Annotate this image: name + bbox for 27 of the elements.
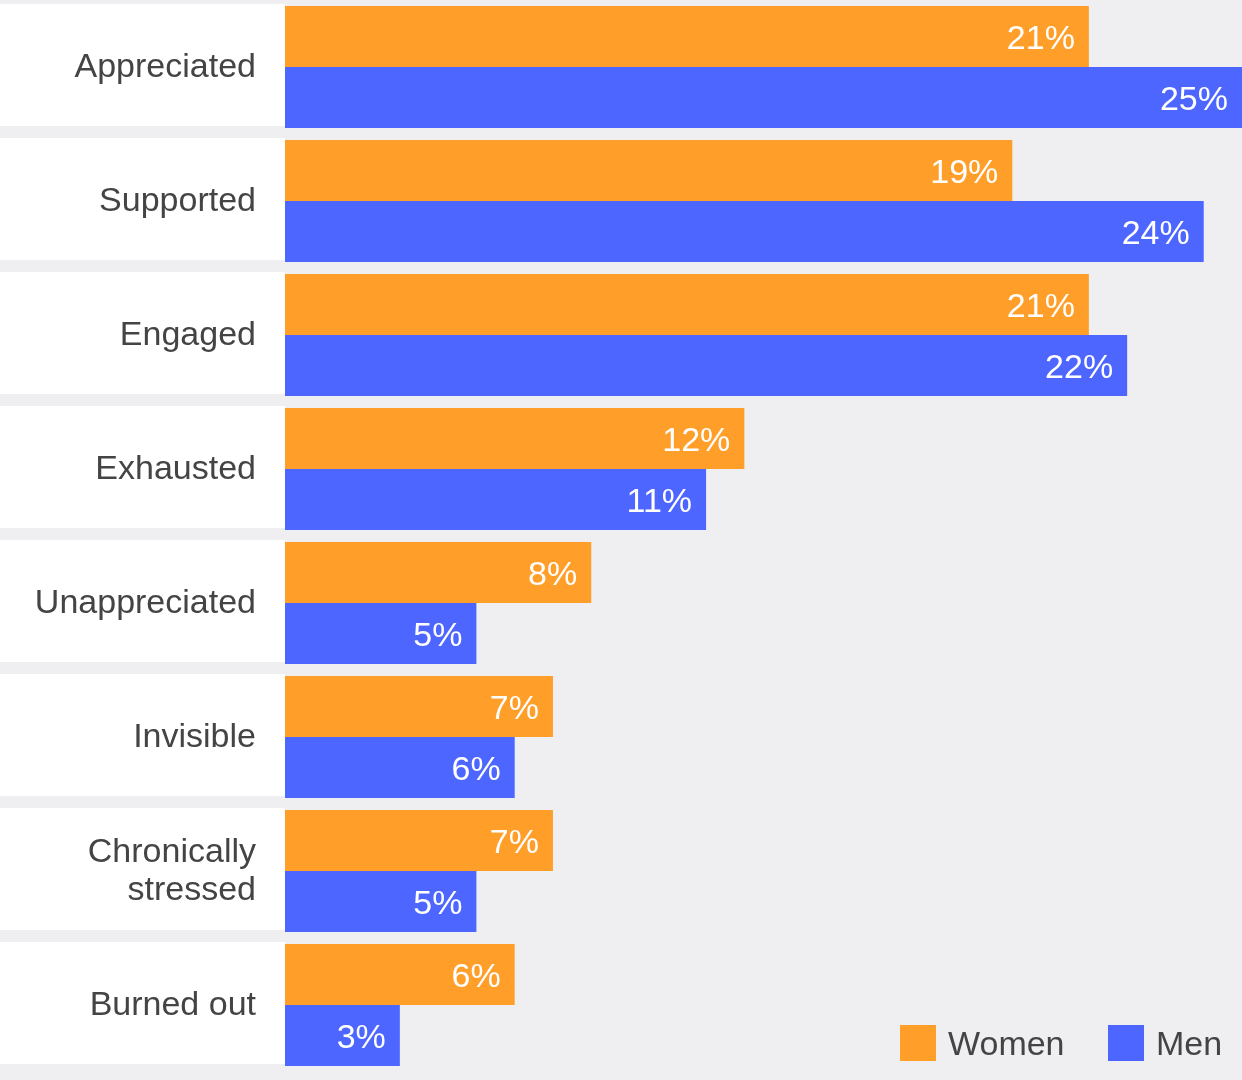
y-tick-label: Supported: [99, 180, 256, 218]
data-label: 12%: [662, 419, 731, 458]
data-label: 22%: [1045, 346, 1114, 385]
y-tick-label: Engaged: [119, 314, 256, 352]
data-label: 24%: [1121, 212, 1190, 251]
data-label: 7%: [489, 687, 539, 726]
y-tick-label: Exhausted: [95, 448, 256, 486]
data-label: 7%: [489, 821, 539, 860]
y-tick-label: Chronically stressed: [87, 831, 256, 907]
data-label: 8%: [528, 553, 578, 592]
bar: [285, 1005, 400, 1066]
data-label: 11%: [626, 480, 693, 519]
data-label: 6%: [451, 748, 501, 787]
y-tick-label: Unappreciated: [34, 582, 256, 620]
legend-label: Men: [1156, 1024, 1223, 1062]
data-label: 19%: [930, 151, 999, 190]
data-label: 21%: [1006, 17, 1075, 56]
data-label: 6%: [451, 955, 501, 994]
y-tick-label: Burned out: [89, 984, 257, 1022]
y-tick-label: Appreciated: [74, 46, 256, 84]
y-tick-label: Invisible: [133, 716, 256, 754]
data-label: 3%: [336, 1016, 386, 1055]
legend-label: Women: [948, 1024, 1065, 1062]
data-label: 21%: [1006, 285, 1075, 324]
data-label: 25%: [1159, 78, 1228, 117]
data-label: 5%: [413, 882, 463, 921]
data-label: 5%: [413, 614, 463, 653]
